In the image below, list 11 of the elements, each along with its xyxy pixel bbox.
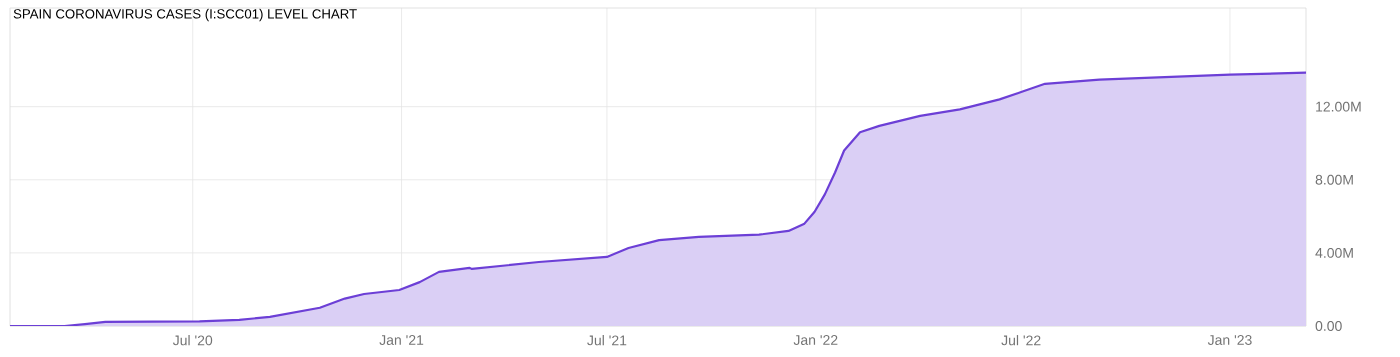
x-tick-label: Jul '21: [587, 335, 627, 346]
x-tick-label: Jul '20: [172, 335, 213, 346]
x-tick-label: Jan '23: [1207, 335, 1252, 345]
y-tick-label: 0.00: [1315, 321, 1342, 331]
y-tick-label: 12.00M: [1316, 101, 1361, 112]
x-tick-label: Jan '21: [379, 335, 424, 345]
y-tick-label: 4.00M: [1315, 247, 1353, 258]
x-tick-label: Jul '22: [1001, 335, 1041, 346]
x-tick-label: Jan '22: [793, 335, 838, 345]
chart-title: SPAIN CORONAVIRUS CASES (I:SCC01) LEVEL CHART: [13, 8, 357, 22]
y-tick-label: 8.00M: [1315, 174, 1353, 185]
